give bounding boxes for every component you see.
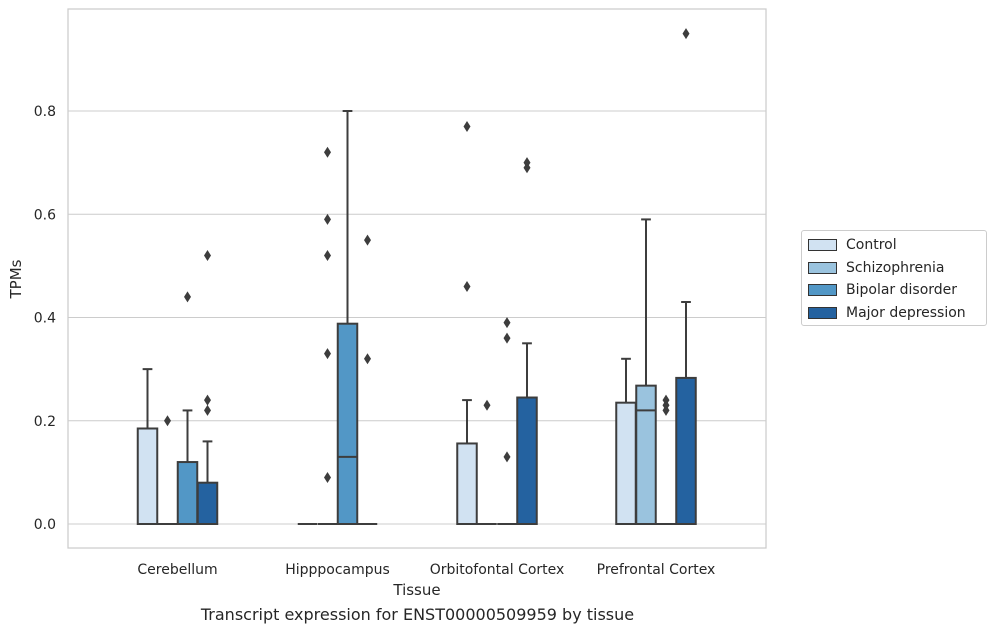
box-2-2: [497, 317, 517, 525]
outlier-point: [503, 317, 511, 329]
x-tick-label: Orbitofontal Cortex: [430, 562, 565, 578]
box-1-1: [317, 146, 338, 525]
outlier-point: [463, 120, 471, 132]
legend-item: Bipolar disorder: [808, 279, 980, 302]
box-rect: [635, 384, 657, 525]
box-rect: [136, 427, 159, 525]
legend-swatch: [808, 306, 837, 319]
legend-label: Bipolar disorder: [846, 282, 958, 299]
box-rect: [176, 461, 199, 525]
x-tick-label: Hipppocampus: [285, 562, 390, 578]
outlier-point: [204, 250, 211, 262]
legend-label: Major depression: [846, 304, 966, 321]
box-1-2: [477, 399, 497, 525]
y-tick-label: 0.0: [34, 517, 56, 533]
outlier-point: [682, 28, 690, 40]
y-tick-label: 0.4: [34, 311, 56, 327]
box-0-2: [456, 120, 478, 525]
outlier-point: [463, 281, 471, 293]
legend-swatch: [808, 261, 837, 274]
outlier-point: [364, 353, 371, 365]
y-tick-label: 0.6: [34, 207, 56, 223]
figure-caption: Transcript expression for ENST0000050995…: [200, 605, 635, 624]
outlier-point: [324, 472, 331, 484]
box-3-1: [357, 234, 378, 525]
outlier-point: [503, 332, 511, 344]
outlier-point: [324, 250, 331, 262]
outlier-point: [204, 404, 211, 416]
box-rect: [615, 401, 637, 525]
x-axis-title: Tissue: [392, 581, 440, 599]
box-2-3: [656, 394, 676, 525]
plot-area: [67, 8, 767, 549]
y-axis-title: TPMs: [7, 259, 25, 299]
legend: Control Schizophrenia Bipolar disorder Majo…: [801, 230, 987, 326]
box-rect: [336, 322, 359, 525]
outlier-point: [204, 394, 211, 406]
legend-item: Schizophrenia: [808, 257, 980, 280]
y-tick-label: 0.8: [34, 104, 56, 120]
legend-item: Major depression: [808, 302, 980, 325]
box-0-0: [136, 368, 159, 525]
outlier-point: [324, 146, 331, 158]
box-2-1: [336, 110, 359, 525]
y-tick-label: 0.2: [34, 414, 56, 430]
outlier-point: [523, 157, 531, 169]
x-tick-label: Cerebellum: [137, 562, 217, 578]
box-1-3: [635, 218, 657, 525]
box-3-3: [675, 28, 697, 525]
outlier-point: [483, 399, 491, 411]
outlier-point: [184, 291, 191, 303]
y-tick-labels: 0.0 0.2 0.4 0.6 0.8: [34, 104, 56, 533]
legend-swatch: [808, 284, 837, 297]
boxes: [136, 28, 697, 526]
box-rect: [196, 481, 219, 526]
box-rect: [456, 442, 478, 525]
x-tick-labels: Cerebellum Hipppocampus Orbitofontal Corte…: [137, 562, 715, 578]
outlier-point: [364, 234, 371, 246]
box-0-3: [615, 357, 637, 525]
x-tick-label: Prefrontal Cortex: [597, 562, 716, 578]
outlier-point: [164, 415, 171, 427]
outlier-point: [324, 348, 331, 360]
outlier-point: [503, 451, 511, 463]
legend-item: Control: [808, 234, 980, 257]
outlier-point: [662, 394, 670, 406]
box-3-0: [196, 250, 219, 526]
legend-label: Schizophrenia: [846, 259, 945, 276]
legend-label: Control: [846, 237, 897, 254]
legend-swatch: [808, 239, 837, 252]
box-rect: [675, 376, 697, 525]
outlier-point: [324, 213, 331, 225]
box-3-2: [516, 157, 538, 525]
box-rect: [516, 396, 538, 525]
box-1-0: [157, 415, 178, 525]
